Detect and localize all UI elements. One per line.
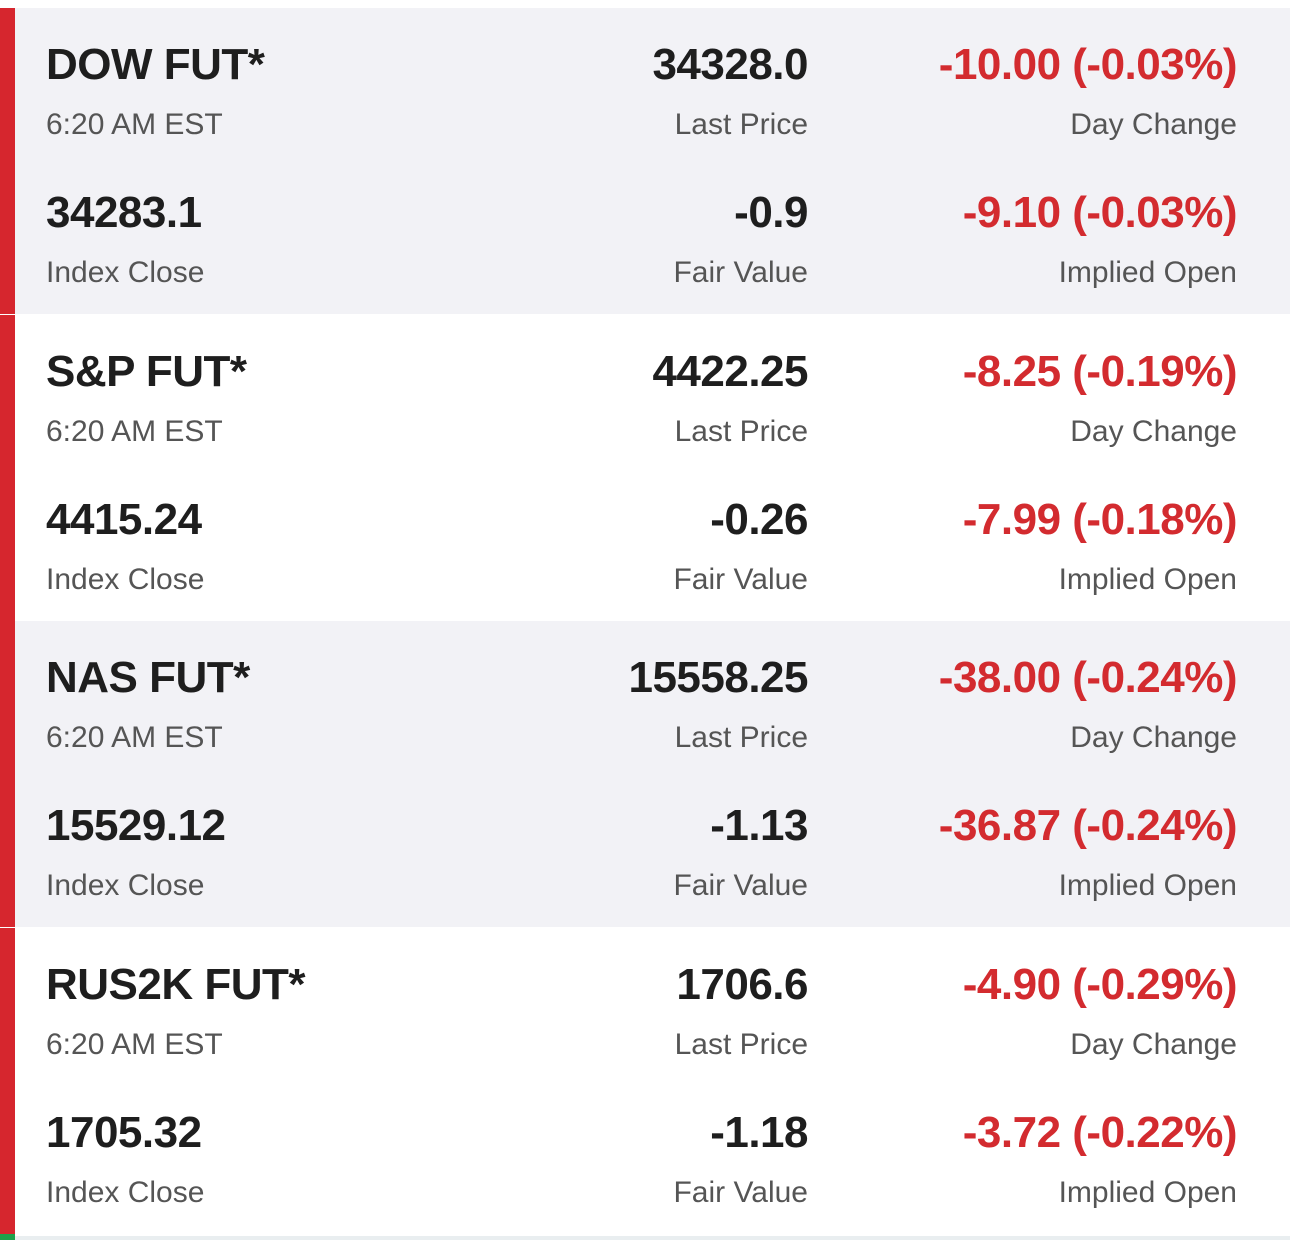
future-timestamp: 6:20 AM EST bbox=[46, 1028, 223, 1061]
fair-value-label: Fair Value bbox=[673, 869, 808, 902]
fair-value-value: -1.13 bbox=[710, 801, 808, 850]
index-close-value: 34283.1 bbox=[46, 188, 202, 237]
implied-open-value: -9.10 (-0.03%) bbox=[962, 188, 1238, 237]
negative-accent-bar bbox=[0, 621, 15, 927]
day-change-label: Day Change bbox=[1070, 1028, 1237, 1061]
implied-open-value: -7.99 (-0.18%) bbox=[962, 495, 1238, 544]
top-divider bbox=[0, 0, 1290, 8]
last-price-value: 34328.0 bbox=[652, 40, 808, 89]
fair-value-value: -0.26 bbox=[710, 495, 808, 544]
futures-card-rus2k[interactable]: RUS2K FUT* 6:20 AM EST 1706.6 Last Price… bbox=[0, 928, 1290, 1234]
fair-value-label: Fair Value bbox=[673, 1176, 808, 1209]
future-name: DOW FUT* bbox=[46, 40, 265, 89]
last-price-value: 4422.25 bbox=[652, 347, 808, 396]
fair-value-label: Fair Value bbox=[673, 563, 808, 596]
bottom-divider bbox=[15, 1236, 1290, 1240]
index-close-label: Index Close bbox=[46, 256, 205, 289]
future-timestamp: 6:20 AM EST bbox=[46, 721, 223, 754]
negative-accent-bar bbox=[0, 315, 15, 621]
last-price-label: Last Price bbox=[674, 415, 808, 448]
negative-accent-bar bbox=[0, 928, 15, 1234]
last-price-label: Last Price bbox=[674, 1028, 808, 1061]
day-change-value: -10.00 (-0.03%) bbox=[938, 40, 1238, 89]
index-close-value: 15529.12 bbox=[46, 801, 226, 850]
day-change-value: -8.25 (-0.19%) bbox=[962, 347, 1238, 396]
fair-value-value: -1.18 bbox=[710, 1108, 808, 1157]
index-close-label: Index Close bbox=[46, 563, 205, 596]
future-timestamp: 6:20 AM EST bbox=[46, 415, 223, 448]
last-price-value: 1706.6 bbox=[676, 960, 808, 1009]
day-change-value: -38.00 (-0.24%) bbox=[938, 653, 1238, 702]
futures-card-dow[interactable]: DOW FUT* 6:20 AM EST 34328.0 Last Price … bbox=[0, 8, 1290, 314]
index-close-value: 4415.24 bbox=[46, 495, 202, 544]
future-timestamp: 6:20 AM EST bbox=[46, 108, 223, 141]
futures-card-nas[interactable]: NAS FUT* 6:20 AM EST 15558.25 Last Price… bbox=[0, 621, 1290, 927]
implied-open-value: -36.87 (-0.24%) bbox=[938, 801, 1238, 850]
future-name: S&P FUT* bbox=[46, 347, 247, 396]
day-change-value: -4.90 (-0.29%) bbox=[962, 960, 1238, 1009]
last-price-label: Last Price bbox=[674, 108, 808, 141]
future-name: NAS FUT* bbox=[46, 653, 250, 702]
day-change-label: Day Change bbox=[1070, 108, 1237, 141]
implied-open-label: Implied Open bbox=[1058, 869, 1237, 902]
positive-accent-bar bbox=[0, 1234, 15, 1240]
negative-accent-bar bbox=[0, 8, 15, 314]
fair-value-label: Fair Value bbox=[673, 256, 808, 289]
index-close-label: Index Close bbox=[46, 869, 205, 902]
implied-open-label: Implied Open bbox=[1058, 563, 1237, 596]
index-close-value: 1705.32 bbox=[46, 1108, 202, 1157]
implied-open-label: Implied Open bbox=[1058, 1176, 1237, 1209]
future-name: RUS2K FUT* bbox=[46, 960, 306, 1009]
implied-open-label: Implied Open bbox=[1058, 256, 1237, 289]
last-price-value: 15558.25 bbox=[628, 653, 808, 702]
futures-card-sp[interactable]: S&P FUT* 6:20 AM EST 4422.25 Last Price … bbox=[0, 315, 1290, 621]
day-change-label: Day Change bbox=[1070, 415, 1237, 448]
fair-value-value: -0.9 bbox=[734, 188, 808, 237]
last-price-label: Last Price bbox=[674, 721, 808, 754]
day-change-label: Day Change bbox=[1070, 721, 1237, 754]
implied-open-value: -3.72 (-0.22%) bbox=[962, 1108, 1238, 1157]
index-close-label: Index Close bbox=[46, 1176, 205, 1209]
